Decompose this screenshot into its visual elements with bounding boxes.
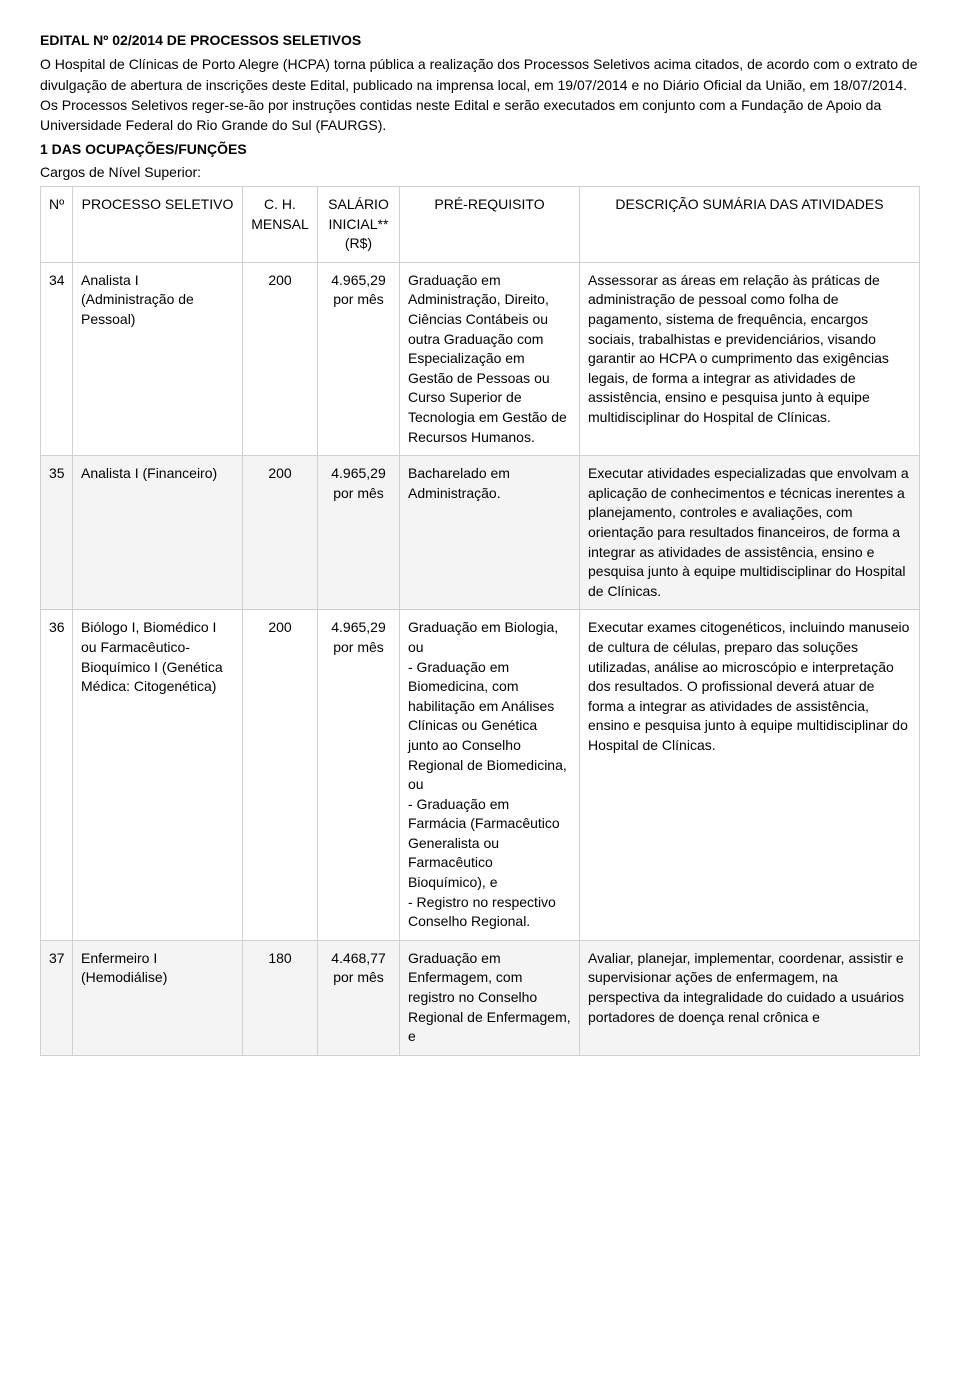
table-row: 37Enfermeiro I (Hemodiálise)1804.468,77 …	[41, 940, 920, 1055]
table-body: 34Analista I (Administração de Pessoal)2…	[41, 262, 920, 1055]
cell-pre: Bacharelado em Administração.	[400, 456, 580, 610]
cell-ch: 200	[243, 610, 318, 941]
intro-paragraph: O Hospital de Clínicas de Porto Alegre (…	[40, 54, 920, 135]
cell-pre: Graduação em Enfermagem, com registro no…	[400, 940, 580, 1055]
cell-n: 35	[41, 456, 73, 610]
cell-ch: 200	[243, 456, 318, 610]
cell-desc: Executar exames citogenéticos, incluindo…	[580, 610, 920, 941]
cell-processo: Analista I (Administração de Pessoal)	[73, 262, 243, 455]
cell-ch: 180	[243, 940, 318, 1055]
col-header-n: Nº	[41, 187, 73, 263]
col-header-salario: SALÁRIO INICIAL** (R$)	[318, 187, 400, 263]
col-header-desc: DESCRIÇÃO SUMÁRIA DAS ATIVIDADES	[580, 187, 920, 263]
col-header-processo: PROCESSO SELETIVO	[73, 187, 243, 263]
table-row: 34Analista I (Administração de Pessoal)2…	[41, 262, 920, 455]
cell-ch: 200	[243, 262, 318, 455]
cell-pre: Graduação em Biologia, ou - Graduação em…	[400, 610, 580, 941]
cell-salario: 4.965,29 por mês	[318, 610, 400, 941]
cell-processo: Enfermeiro I (Hemodiálise)	[73, 940, 243, 1055]
cell-desc: Assessorar as áreas em relação às prátic…	[580, 262, 920, 455]
cell-processo: Analista I (Financeiro)	[73, 456, 243, 610]
table-header-row: Nº PROCESSO SELETIVO C. H. MENSAL SALÁRI…	[41, 187, 920, 263]
cell-n: 36	[41, 610, 73, 941]
cell-n: 37	[41, 940, 73, 1055]
section-1-heading: 1 DAS OCUPAÇÕES/FUNÇÕES	[40, 139, 920, 159]
cell-salario: 4.965,29 por mês	[318, 262, 400, 455]
table-row: 36Biólogo I, Biomédico I ou Farmacêutico…	[41, 610, 920, 941]
jobs-table: Nº PROCESSO SELETIVO C. H. MENSAL SALÁRI…	[40, 186, 920, 1056]
section-1-subheading: Cargos de Nível Superior:	[40, 162, 920, 182]
col-header-pre: PRÉ-REQUISITO	[400, 187, 580, 263]
document-title: EDITAL Nº 02/2014 DE PROCESSOS SELETIVOS	[40, 30, 920, 50]
cell-salario: 4.965,29 por mês	[318, 456, 400, 610]
cell-pre: Graduação em Administração, Direito, Ciê…	[400, 262, 580, 455]
col-header-ch: C. H. MENSAL	[243, 187, 318, 263]
cell-desc: Executar atividades especializadas que e…	[580, 456, 920, 610]
table-row: 35Analista I (Financeiro)2004.965,29 por…	[41, 456, 920, 610]
cell-processo: Biólogo I, Biomédico I ou Farmacêutico-B…	[73, 610, 243, 941]
cell-salario: 4.468,77 por mês	[318, 940, 400, 1055]
cell-desc: Avaliar, planejar, implementar, coordena…	[580, 940, 920, 1055]
cell-n: 34	[41, 262, 73, 455]
